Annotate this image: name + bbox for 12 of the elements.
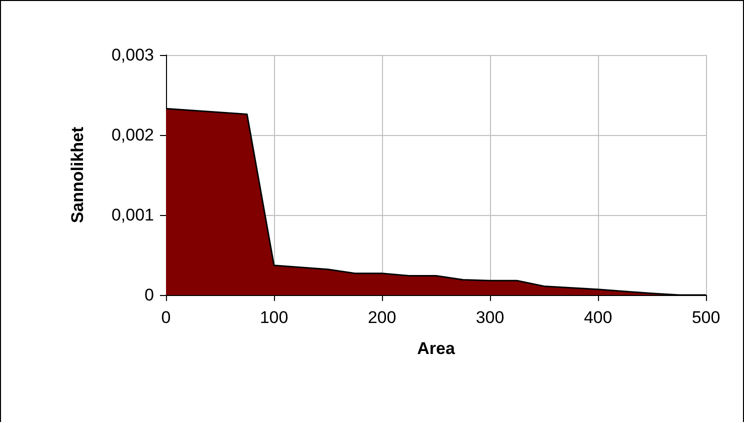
y-tick-label: 0,001 xyxy=(111,206,154,224)
x-tick-label: 0 xyxy=(161,308,171,327)
y-tick-label: 0 xyxy=(144,286,154,304)
x-axis-title: Area xyxy=(417,339,456,358)
y-tick-label: 0,003 xyxy=(111,46,154,64)
x-tick-label: 400 xyxy=(584,308,612,327)
x-tick-label: 500 xyxy=(692,308,720,327)
x-tick-label: 100 xyxy=(260,308,288,327)
x-tick-label: 300 xyxy=(476,308,504,327)
y-tick-label: 0,002 xyxy=(111,126,154,144)
y-axis-title: Sannolikhet xyxy=(68,126,87,224)
x-tick-label: 200 xyxy=(368,308,396,327)
